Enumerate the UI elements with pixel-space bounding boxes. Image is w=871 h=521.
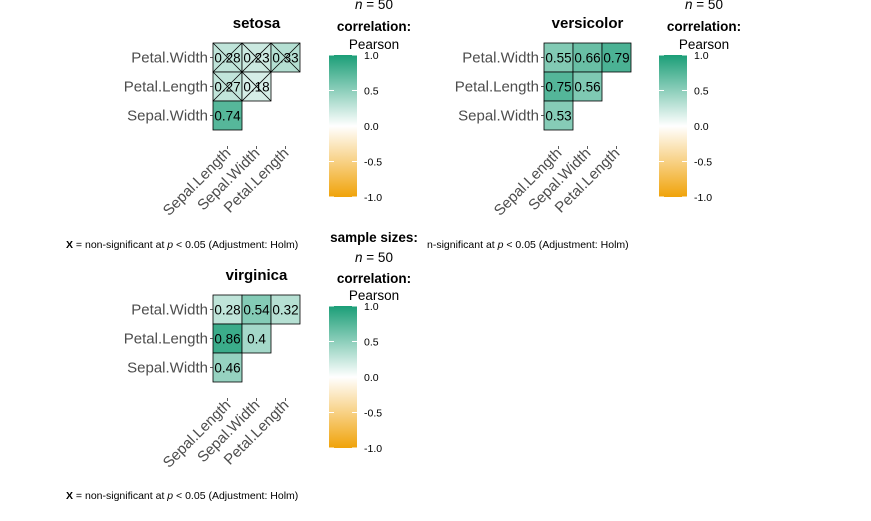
legend-header-line: Pearson [349,37,399,52]
y-tick-label: Petal.Width [131,50,208,67]
cell-label: 0.28 [214,51,240,66]
cell-label: 0.28 [214,303,240,318]
nonsignificant-cross [241,71,272,102]
cell-label: 0.66 [574,51,600,66]
correlation-panel-virginica: virginica 0.28 0.54 0.32 0.86 0.4 0.46 Petal.Wi… [66,230,418,502]
legend-header-line: correlation: [337,271,411,286]
y-tick-label: Petal.Length [124,79,208,96]
heatmap-cell [270,294,301,325]
y-tick-label: Petal.Length [455,79,539,96]
legend-tick-label: 0.0 [364,372,379,384]
legend-tick-label: 0.5 [694,86,709,98]
correlation-panel-setosa: setosa 0.28 0.23 0.33 0.27 0.180.74 Petal.Widt… [66,0,411,251]
cell-label: 0.79 [603,51,629,66]
correlation-panel-versicolor: versicolor 0.55 0.66 0.79 0.75 0.560.53 Petal.… [427,0,741,251]
legend-tick-label: 1.0 [364,301,379,313]
legend-header-line: Pearson [679,37,729,52]
panel-caption: X = non-significant at p < 0.05 (Adjustm… [66,239,298,251]
nonsignificant-cross [270,42,301,73]
legend-header-line: correlation: [337,19,411,34]
legend-tick-label: -1.0 [364,192,382,204]
y-tick-label: Petal.Length [124,331,208,348]
cell-label: 0.55 [545,51,571,66]
legend-header-line: sample sizes: [330,230,418,245]
legend-header-line: Pearson [349,288,399,303]
y-tick-label: Sepal.Width [127,360,208,377]
y-tick-label: Sepal.Width [458,108,539,125]
cell-label: 0.18 [243,80,269,95]
cell-label: 0.46 [214,361,240,376]
heatmap-cell [212,352,243,383]
y-tick-label: Sepal.Width [127,108,208,125]
heatmap-cell [572,42,603,73]
legend-tick-label: 0.0 [364,121,379,133]
legend-tick-label: 0.0 [694,121,709,133]
nonsignificant-cross [212,42,243,73]
legend-tick-label: -1.0 [364,443,382,455]
cell-label: 0.27 [214,80,240,95]
y-tick-label: Petal.Width [131,302,208,319]
heatmap-cell [212,294,243,325]
panel-title: setosa [233,15,281,32]
legend-tick-label: -0.5 [694,157,712,169]
cell-label: 0.53 [545,109,571,124]
legend-tick-label: -1.0 [694,192,712,204]
panel-caption: n-significant at p < 0.05 (Adjustment: H… [427,239,629,251]
cell-label: 0.56 [574,80,600,95]
legend-tick-label: 1.0 [364,50,379,62]
panel-title: versicolor [552,15,624,32]
y-tick-label: Petal.Width [462,50,539,67]
legend-header-line: n = 50 [355,250,393,265]
legend-tick-label: 0.5 [364,337,379,349]
legend-tick-label: -0.5 [364,157,382,169]
legend-header-line: correlation: [667,19,741,34]
cell-label: 0.4 [247,332,266,347]
nonsignificant-cross [241,42,272,73]
cell-label: 0.86 [214,332,240,347]
heatmap-cell [241,323,272,354]
panel-caption: X = non-significant at p < 0.05 (Adjustm… [66,490,298,502]
legend-tick-label: -0.5 [364,408,382,420]
cell-label: 0.32 [272,303,298,318]
cell-label: 0.75 [545,80,571,95]
legend-header-line: n = 50 [355,0,393,12]
heatmap-cell [543,71,574,102]
cell-label: 0.74 [214,109,241,124]
heatmap-cell [572,71,603,102]
panel-title: virginica [226,267,288,284]
nonsignificant-cross [212,71,243,102]
legend-header-line: n = 50 [685,0,723,12]
cell-label: 0.33 [272,51,298,66]
legend-tick-label: 0.5 [364,86,379,98]
cell-label: 0.54 [243,303,270,318]
heatmap-cell [601,42,632,73]
cell-label: 0.23 [243,51,269,66]
legend-tick-label: 1.0 [694,50,709,62]
